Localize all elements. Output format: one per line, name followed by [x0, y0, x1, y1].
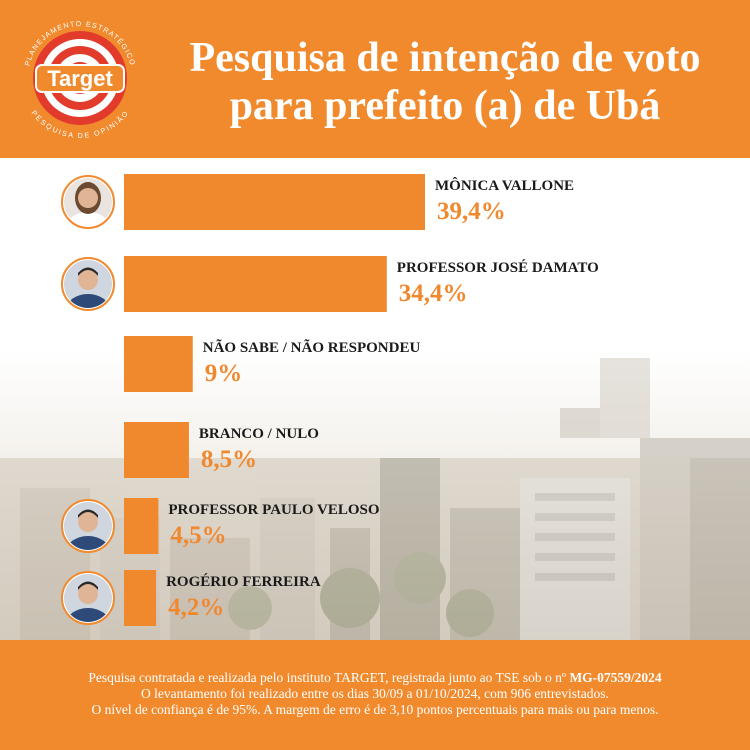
bar-row: PROFESSOR JOSÉ DAMATO 34,4%	[61, 256, 599, 312]
bar-chart: MÔNICA VALLONE 39,4% PROFESSOR JOSÉ DAMATO…	[61, 174, 599, 626]
target-logo: Target PLANEJAMENTO ESTRATÉGICO PESQUISA…	[22, 19, 136, 140]
footer-line-1-text: Pesquisa contratada e realizada pelo ins…	[88, 670, 570, 685]
bar-row: MÔNICA VALLONE 39,4%	[61, 174, 574, 230]
footer-line-1: Pesquisa contratada e realizada pelo ins…	[0, 670, 750, 686]
bar-category-label: PROFESSOR PAULO VELOSO	[168, 502, 379, 518]
bar-value-label: 34,4%	[399, 280, 468, 307]
photo-face	[78, 188, 98, 208]
bar	[124, 422, 189, 478]
photo-content	[64, 178, 112, 226]
photo-body	[66, 212, 110, 226]
bar	[124, 570, 157, 626]
page-title: Pesquisa de intenção de voto para prefei…	[150, 34, 740, 130]
photo-content	[64, 502, 112, 550]
photo-content	[64, 260, 112, 308]
photo-hair	[78, 267, 98, 276]
chart-area: MÔNICA VALLONE 39,4% PROFESSOR JOSÉ DAMATO…	[0, 158, 750, 640]
photo-body	[66, 536, 110, 550]
photo-content	[64, 574, 112, 622]
bar-category-label: MÔNICA VALLONE	[435, 177, 574, 194]
bar	[124, 174, 425, 230]
bar-value-label: 4,5%	[170, 522, 226, 549]
footer-line-3: O nível de confiança é de 95%. A margem …	[91, 702, 659, 717]
candidate-photo-woman-icon	[61, 175, 115, 229]
bar-value-label: 8,5%	[201, 446, 257, 473]
candidate-photo-man-icon	[61, 499, 115, 553]
bar	[124, 256, 387, 312]
registration-number: MG-07559/2024	[569, 670, 662, 685]
photo-face	[78, 270, 98, 290]
candidate-photo-man-icon	[61, 257, 115, 311]
bar-row: ROGÉRIO FERREIRA 4,2%	[61, 570, 321, 626]
footer-disclaimer: Pesquisa contratada e realizada pelo ins…	[0, 640, 750, 750]
candidate-photo-man-icon	[61, 571, 115, 625]
photo-hair	[78, 581, 98, 590]
logo-brand-plate	[35, 64, 125, 93]
photo-face	[78, 584, 98, 604]
bar-value-label: 9%	[205, 360, 243, 387]
bar-row: BRANCO / NULO 8,5%	[124, 422, 319, 478]
title-line-1: Pesquisa de intenção de voto	[189, 35, 701, 81]
logo-brand-text: Target	[47, 66, 113, 91]
photo-body	[66, 294, 110, 308]
bar-row: PROFESSOR PAULO VELOSO 4,5%	[61, 498, 380, 554]
photo-face	[78, 512, 98, 532]
photo-body	[66, 608, 110, 622]
bar-value-label: 39,4%	[437, 198, 506, 225]
header-banner: Target PLANEJAMENTO ESTRATÉGICO PESQUISA…	[0, 0, 750, 158]
title-line-2: para prefeito (a) de Ubá	[229, 83, 661, 129]
photo-hair	[78, 509, 98, 518]
bar-category-label: ROGÉRIO FERREIRA	[166, 573, 321, 590]
bar-value-label: 4,2%	[168, 594, 224, 621]
bar-category-label: NÃO SABE / NÃO RESPONDEU	[203, 338, 421, 356]
bar-row: NÃO SABE / NÃO RESPONDEU 9%	[124, 336, 420, 392]
footer-line-2: O levantamento foi realizado entre os di…	[141, 686, 609, 701]
bar	[124, 498, 159, 554]
bar-category-label: PROFESSOR JOSÉ DAMATO	[397, 259, 599, 276]
bar-category-label: BRANCO / NULO	[199, 426, 319, 442]
bar	[124, 336, 193, 392]
